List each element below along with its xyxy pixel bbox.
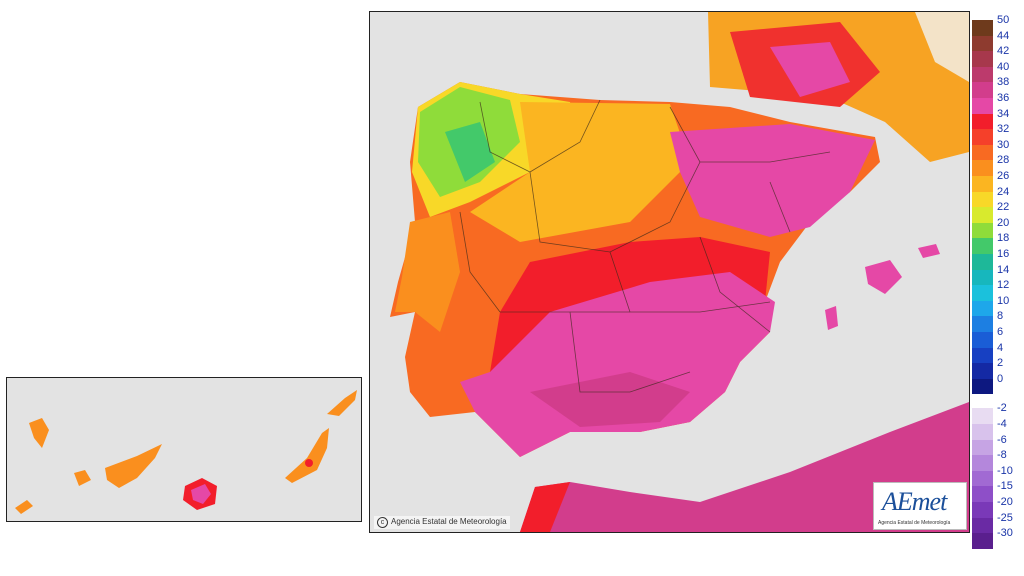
legend-swatch-pos-17 [972, 285, 993, 301]
legend-label-pos-7: 32 [997, 123, 1010, 136]
fuerteventura-island [285, 428, 329, 483]
legend-swatch-neg-0 [972, 408, 993, 425]
legend-label-pos-22: 2 [997, 357, 1004, 370]
aemet-logo: AEmet Agencia Estatal de Meteorología [873, 482, 967, 530]
legend-swatch-pos-14 [972, 238, 993, 255]
legend-swatch-pos-20 [972, 332, 993, 348]
legend-label-pos-3: 40 [997, 60, 1010, 73]
legend-swatch-neg-4 [972, 470, 993, 487]
legend-swatch-pos-23 [972, 378, 993, 395]
legend-label-neg-3: -8 [997, 449, 1007, 462]
legend-swatch-pos-22 [972, 363, 993, 379]
legend-label-pos-18: 10 [997, 294, 1010, 307]
legend-label-pos-1: 44 [997, 29, 1010, 42]
tenerife-island [105, 444, 162, 488]
legend-swatch-pos-9 [972, 160, 993, 177]
legend-swatch-pos-12 [972, 207, 993, 223]
legend-label-pos-8: 30 [997, 138, 1010, 151]
province-borders [459, 99, 831, 393]
legend-swatch-pos-6 [972, 113, 993, 130]
legend-label-neg-5: -15 [997, 480, 1013, 493]
legend-swatch-pos-3 [972, 66, 993, 83]
legend-label-neg-8: -30 [997, 527, 1013, 540]
legend-swatch-pos-2 [972, 51, 993, 67]
legend-swatch-pos-7 [972, 129, 993, 145]
temperature-legend: 50 44 42 40 38 36 34 32 30 28 26 24 22 20 18 16 14 12 10 8 6… [972, 15, 1022, 549]
legend-label-pos-17: 12 [997, 279, 1010, 292]
legend-label-neg-6: -20 [997, 496, 1013, 508]
legend-label-pos-14: 18 [997, 232, 1010, 245]
legend-label-neg-4: -10 [997, 464, 1013, 477]
legend-swatch-neg-2 [972, 439, 993, 456]
copyright-icon: c [377, 517, 388, 528]
galicia-cool-patch [445, 122, 495, 182]
legend-label-pos-5: 36 [997, 92, 1010, 104]
legend-swatch-pos-8 [972, 144, 993, 161]
legend-label-pos-6: 34 [997, 107, 1010, 120]
legend-swatch-pos-1 [972, 35, 993, 52]
france-hot-core [770, 42, 850, 97]
legend-label-pos-13: 20 [997, 216, 1010, 229]
la-palma-island [29, 418, 49, 448]
logo-word: AEmet [882, 487, 947, 516]
legend-swatch-neg-8 [972, 533, 993, 549]
south-hottest-zone [460, 272, 775, 457]
legend-swatch-pos-5 [972, 98, 993, 114]
la-gomera-island [74, 470, 91, 486]
legend-swatch-pos-10 [972, 176, 993, 192]
el-hierro-island [15, 500, 33, 514]
legend-swatch-pos-16 [972, 269, 993, 286]
legend-swatch-neg-1 [972, 424, 993, 440]
legend-swatch-pos-21 [972, 347, 993, 364]
legend-swatch-pos-13 [972, 222, 993, 239]
legend-swatch-pos-15 [972, 254, 993, 270]
legend-swatch-neg-7 [972, 517, 993, 534]
north-africa-land [520, 402, 969, 532]
legend-label-pos-0: 50 [997, 14, 1010, 26]
fuerteventura-hot-spot [305, 459, 313, 467]
legend-label-pos-21: 4 [997, 341, 1004, 354]
credit-label: c Agencia Estatal de Meteorología [374, 516, 510, 529]
legend-label-pos-20: 6 [997, 326, 1004, 338]
legend-swatch-pos-0 [972, 20, 993, 36]
map-drawing [390, 12, 969, 532]
north-plateau-zone [470, 102, 690, 242]
legend-label-pos-2: 42 [997, 45, 1010, 58]
iberia-temperature-map: c Agencia Estatal de Meteorología AEmet A… [369, 11, 970, 533]
north-africa-coast [520, 482, 570, 532]
ebro-hot-zone [670, 124, 875, 237]
legend-label-pos-10: 26 [997, 170, 1010, 182]
legend-label-pos-11: 24 [997, 185, 1010, 198]
legend-swatch-neg-6 [972, 502, 993, 518]
legend-swatch-pos-11 [972, 191, 993, 208]
legend-label-neg-0: -2 [997, 402, 1007, 415]
legend-label-pos-16: 14 [997, 263, 1010, 276]
legend-label-pos-23: 0 [997, 372, 1004, 385]
legend-swatch-pos-18 [972, 300, 993, 317]
balearic-ibiza [825, 306, 838, 330]
legend-label-pos-12: 22 [997, 201, 1010, 214]
balearic-menorca [918, 244, 940, 258]
legend-swatch-neg-5 [972, 486, 993, 503]
gran-canaria-core [191, 484, 211, 504]
balearic-mallorca [865, 260, 902, 294]
france-southeast [915, 12, 969, 82]
credit-text: Agencia Estatal de Meteorología [391, 517, 507, 526]
legend-label-pos-15: 16 [997, 248, 1010, 260]
portugal-coast-zone [395, 212, 460, 332]
legend-label-neg-7: -25 [997, 511, 1013, 524]
legend-swatch-pos-19 [972, 316, 993, 333]
legend-label-pos-9: 28 [997, 154, 1010, 167]
canary-islands-map [6, 377, 362, 522]
legend-swatch-pos-4 [972, 82, 993, 99]
legend-label-neg-1: -4 [997, 418, 1007, 430]
legend-label-pos-19: 8 [997, 310, 1004, 323]
legend-label-neg-2: -6 [997, 433, 1007, 446]
legend-label-pos-4: 38 [997, 76, 1010, 89]
logo-subtitle: Agencia Estatal de Meteorología [878, 520, 951, 526]
canary-drawing [15, 390, 357, 514]
lanzarote-island [327, 390, 357, 416]
legend-swatch-neg-3 [972, 455, 993, 471]
